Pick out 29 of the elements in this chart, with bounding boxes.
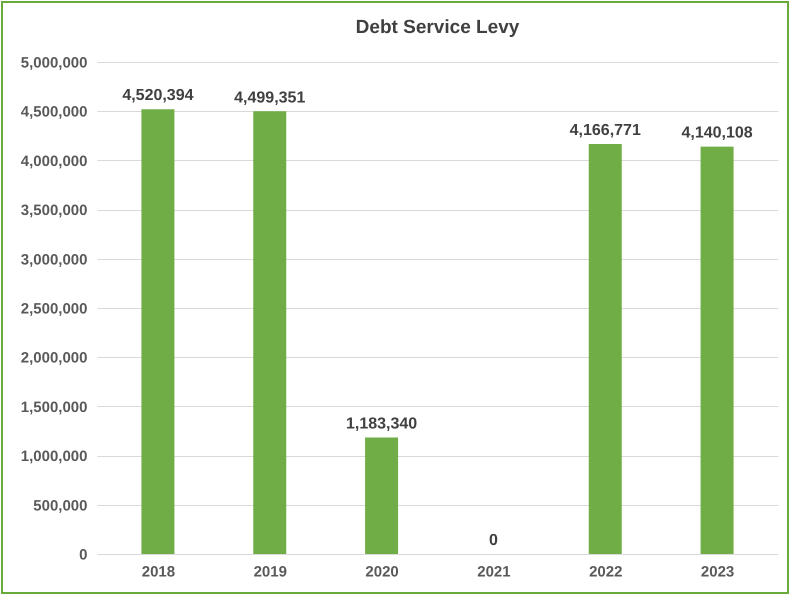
y-tick-label: 2,000,000 <box>20 350 88 367</box>
y-tick-label: 3,500,000 <box>20 202 88 220</box>
x-tick-label: 2018 <box>142 564 176 580</box>
y-tick-label: 4,000,000 <box>20 152 88 170</box>
y-tick-label: 3,000,000 <box>20 251 88 268</box>
x-tick-label: 2022 <box>589 564 622 580</box>
bar <box>365 438 398 554</box>
data-label: 4,520,394 <box>122 87 194 104</box>
y-tick-label: 1,500,000 <box>20 398 88 416</box>
data-label: 4,166,771 <box>570 122 641 139</box>
y-tick-label: 1,000,000 <box>20 448 88 466</box>
data-label: 0 <box>488 532 498 549</box>
data-label: 4,499,351 <box>234 89 306 106</box>
data-label: 4,140,108 <box>681 124 753 142</box>
chart-title: Debt Service Levy <box>356 17 520 38</box>
x-tick-label: 2020 <box>365 564 399 580</box>
y-tick-label: 4,500,000 <box>20 104 88 121</box>
y-tick-label: 5,000,000 <box>20 54 88 72</box>
x-tick-label: 2019 <box>254 564 287 580</box>
data-label: 1,183,340 <box>346 416 418 433</box>
y-tick-label: 2,500,000 <box>20 300 88 318</box>
y-tick-label: 0 <box>79 546 88 564</box>
x-tick-label: 2021 <box>477 564 511 580</box>
bar <box>141 109 174 554</box>
y-tick-label: 500,000 <box>33 497 88 514</box>
bar <box>700 146 734 554</box>
x-tick-label: 2023 <box>700 564 734 580</box>
bar <box>588 144 622 554</box>
bar <box>253 111 286 554</box>
